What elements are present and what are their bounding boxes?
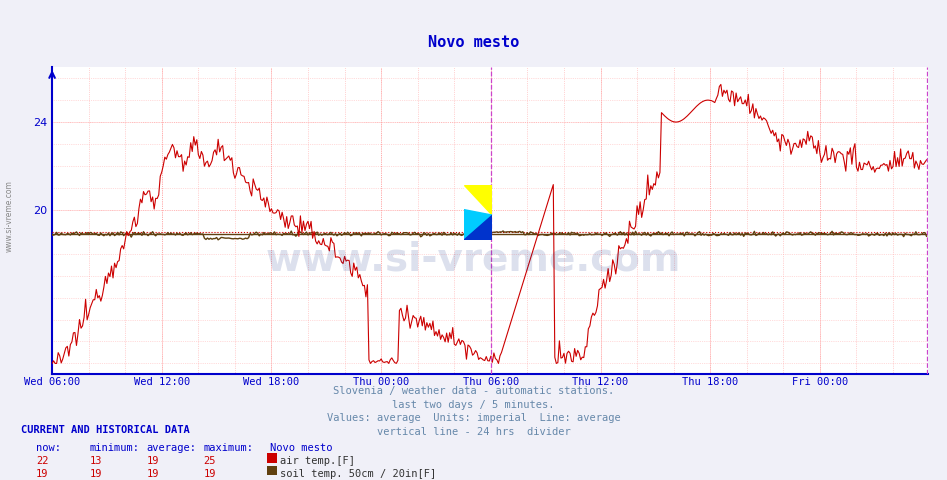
Text: Values: average  Units: imperial  Line: average: Values: average Units: imperial Line: av… [327,413,620,423]
Text: www.si-vreme.com: www.si-vreme.com [5,180,14,252]
Text: CURRENT AND HISTORICAL DATA: CURRENT AND HISTORICAL DATA [21,425,189,435]
Text: 19: 19 [147,469,159,480]
Text: www.si-vreme.com: www.si-vreme.com [266,240,681,278]
Polygon shape [464,210,492,240]
Text: soil temp. 50cm / 20in[F]: soil temp. 50cm / 20in[F] [280,469,437,480]
Polygon shape [464,185,492,215]
Text: vertical line - 24 hrs  divider: vertical line - 24 hrs divider [377,427,570,437]
Text: last two days / 5 minutes.: last two days / 5 minutes. [392,400,555,410]
Text: now:: now: [36,443,61,453]
Text: 13: 13 [90,456,102,466]
Text: Novo mesto: Novo mesto [270,443,332,453]
Text: 19: 19 [204,469,216,480]
Polygon shape [464,215,492,240]
Text: maximum:: maximum: [204,443,254,453]
Text: air temp.[F]: air temp.[F] [280,456,355,466]
Text: Novo mesto: Novo mesto [428,36,519,50]
Text: average:: average: [147,443,197,453]
Text: minimum:: minimum: [90,443,140,453]
Text: 19: 19 [147,456,159,466]
Text: 19: 19 [90,469,102,480]
Text: Slovenia / weather data - automatic stations.: Slovenia / weather data - automatic stat… [333,386,614,396]
Text: 19: 19 [36,469,48,480]
Text: 22: 22 [36,456,48,466]
Text: 25: 25 [204,456,216,466]
